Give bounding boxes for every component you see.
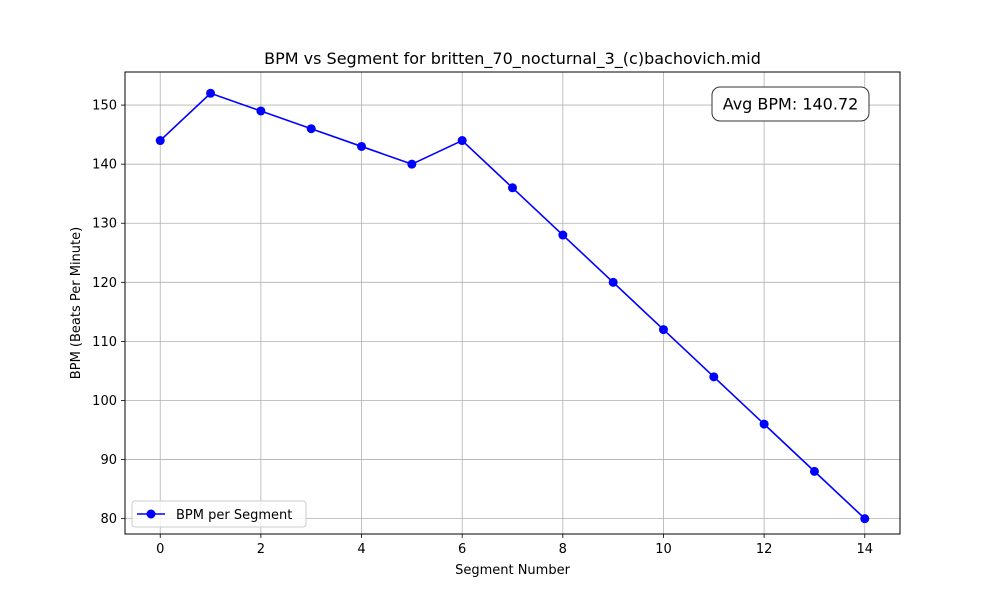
y-axis-label: BPM (Beats Per Minute) xyxy=(69,227,84,379)
legend-label: BPM per Segment xyxy=(176,508,292,523)
y-tick-label: 100 xyxy=(92,394,117,409)
x-tick-label: 14 xyxy=(856,542,873,557)
data-point xyxy=(558,230,568,240)
y-tick-label: 140 xyxy=(92,158,117,173)
data-point xyxy=(759,419,769,429)
x-tick-label: 2 xyxy=(257,542,265,557)
x-axis-ticks: 0 2 4 6 8 10 12 14 xyxy=(156,534,873,557)
y-tick-label: 120 xyxy=(92,276,117,291)
legend-box xyxy=(131,500,307,528)
x-axis-label: Segment Number xyxy=(455,563,571,578)
legend-marker xyxy=(146,509,156,519)
data-point xyxy=(608,277,618,287)
x-tick-label: 12 xyxy=(756,542,773,557)
y-axis-ticks: 80 90 100 110 120 130 140 150 xyxy=(92,99,125,527)
y-tick-label: 110 xyxy=(92,335,117,350)
x-tick-label: 10 xyxy=(655,542,672,557)
series-line xyxy=(159,92,866,520)
y-tick-label: 130 xyxy=(92,217,117,232)
avg-bpm-annotation: Avg BPM: 140.72 xyxy=(711,86,870,122)
annotation-box xyxy=(711,86,870,122)
data-point xyxy=(206,88,216,98)
data-point xyxy=(860,514,870,524)
plot-frame xyxy=(124,71,901,535)
data-point xyxy=(658,325,668,335)
data-point xyxy=(508,183,517,193)
chart-title: BPM vs Segment for britten_70_nocturnal_… xyxy=(264,49,761,69)
data-point xyxy=(256,106,266,116)
legend: BPM per Segment xyxy=(131,500,307,528)
x-tick-label: 4 xyxy=(357,542,365,557)
data-point xyxy=(457,136,467,146)
data-point xyxy=(709,372,719,382)
data-point xyxy=(407,159,417,169)
x-tick-label: 6 xyxy=(458,542,466,557)
data-point xyxy=(155,136,165,146)
x-tick-label: 0 xyxy=(156,542,164,557)
y-tick-label: 90 xyxy=(100,453,117,468)
y-tick-label: 80 xyxy=(100,512,117,527)
series-layer xyxy=(155,88,870,524)
y-tick-label: 150 xyxy=(92,99,117,114)
data-point xyxy=(306,124,316,134)
annotation-text: Avg BPM: 140.72 xyxy=(723,95,859,114)
grid xyxy=(125,72,900,534)
data-point xyxy=(809,466,819,476)
data-point xyxy=(357,141,367,151)
x-tick-label: 8 xyxy=(559,542,567,557)
